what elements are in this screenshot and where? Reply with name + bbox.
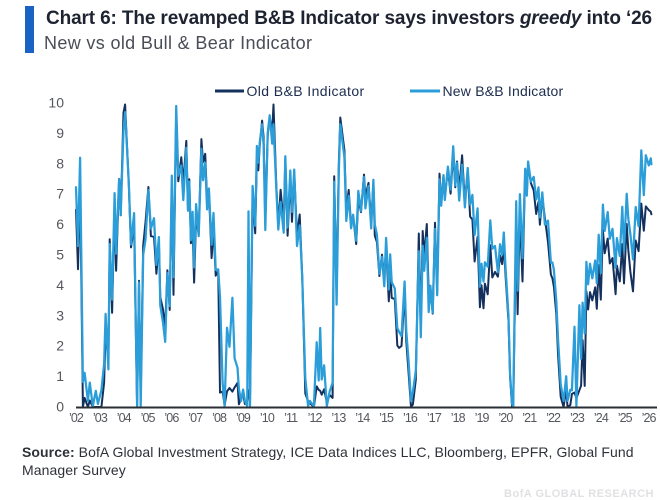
svg-text:3: 3 — [56, 307, 64, 323]
svg-text:5: 5 — [56, 247, 64, 263]
svg-text:’18: ’18 — [451, 411, 466, 425]
svg-text:Old B&B Indicator: Old B&B Indicator — [247, 83, 365, 99]
svg-text:’05: ’05 — [141, 411, 156, 425]
svg-text:8: 8 — [56, 155, 64, 171]
svg-text:’17: ’17 — [427, 411, 442, 425]
svg-text:’20: ’20 — [498, 411, 513, 425]
svg-text:’25: ’25 — [618, 411, 633, 425]
svg-text:0: 0 — [56, 399, 64, 415]
svg-text:’12: ’12 — [308, 411, 323, 425]
svg-text:4: 4 — [56, 277, 64, 293]
svg-text:’08: ’08 — [212, 411, 227, 425]
svg-text:’10: ’10 — [260, 411, 275, 425]
svg-text:’13: ’13 — [331, 411, 346, 425]
svg-text:New B&B Indicator: New B&B Indicator — [443, 83, 564, 99]
svg-text:’15: ’15 — [379, 411, 394, 425]
svg-text:’02: ’02 — [69, 411, 84, 425]
svg-text:’21: ’21 — [522, 411, 537, 425]
svg-text:’11: ’11 — [284, 411, 298, 425]
svg-text:1: 1 — [56, 368, 64, 384]
svg-text:’19: ’19 — [475, 411, 490, 425]
svg-text:’07: ’07 — [188, 411, 203, 425]
svg-text:’03: ’03 — [93, 411, 108, 425]
svg-text:’06: ’06 — [164, 411, 179, 425]
svg-text:’24: ’24 — [594, 411, 609, 425]
svg-text:’09: ’09 — [236, 411, 251, 425]
svg-text:’22: ’22 — [546, 411, 561, 425]
svg-text:’26: ’26 — [642, 411, 657, 425]
svg-text:’16: ’16 — [403, 411, 418, 425]
svg-text:10: 10 — [48, 95, 64, 111]
svg-text:2: 2 — [56, 338, 64, 354]
svg-text:’04: ’04 — [117, 411, 132, 425]
svg-text:’23: ’23 — [570, 411, 585, 425]
svg-text:9: 9 — [56, 125, 64, 141]
svg-text:6: 6 — [56, 216, 64, 232]
svg-text:’14: ’14 — [355, 411, 370, 425]
svg-text:7: 7 — [56, 186, 64, 202]
